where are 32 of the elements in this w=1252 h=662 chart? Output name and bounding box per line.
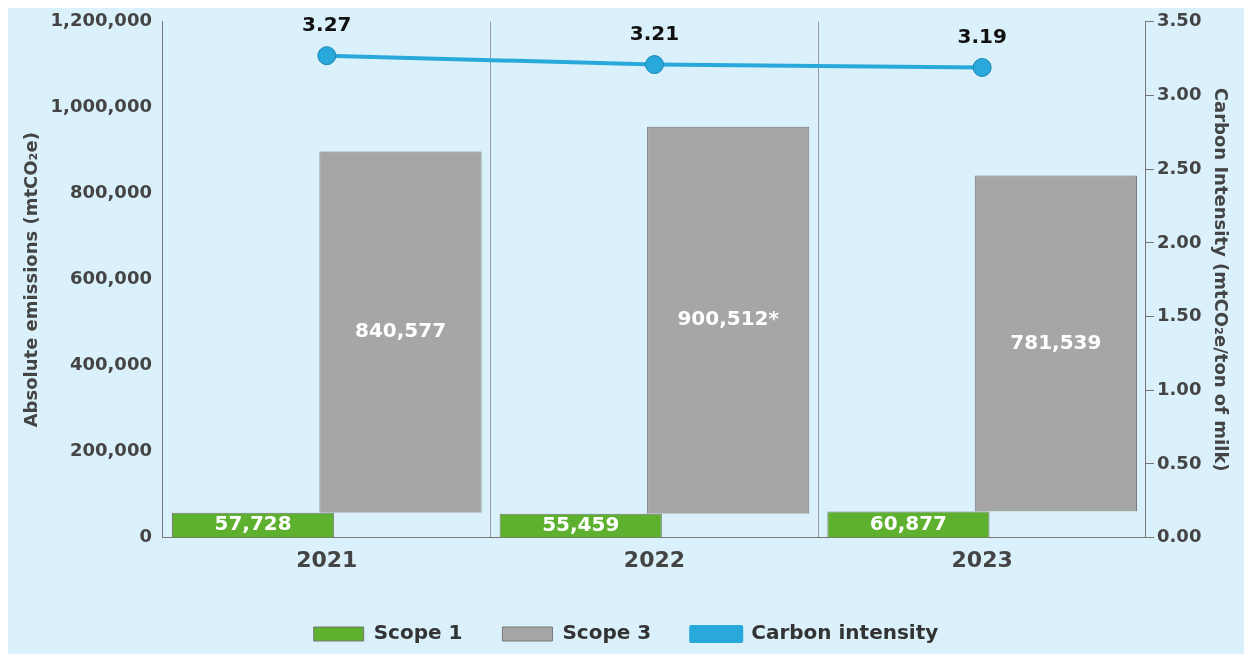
data-label: 57,728 xyxy=(214,511,292,536)
y2-tick-label: 0.00 xyxy=(1156,525,1202,547)
y2-tick-label: 3.00 xyxy=(1156,83,1202,105)
y2-tick-label: 3.50 xyxy=(1156,9,1202,31)
legend-label: Carbon intensity xyxy=(751,620,939,645)
legend-label: Scope 1 xyxy=(373,620,463,645)
y-tick-label: 800,000 xyxy=(69,181,152,203)
data-label: 3.21 xyxy=(629,20,680,45)
data-label: 900,512* xyxy=(677,306,780,331)
y-tick-label: 600,000 xyxy=(69,267,152,289)
data-label: 60,877 xyxy=(869,510,948,535)
y2-tick-label: 0.50 xyxy=(1156,451,1202,473)
y-axis-title: Absolute emissions (mtCO₂e) xyxy=(20,132,42,428)
y-tick-label: 400,000 xyxy=(69,353,152,375)
y-tick-label: 1,000,000 xyxy=(50,95,152,117)
legend-label: Scope 3 xyxy=(562,620,652,645)
x-tick-label: 2021 xyxy=(296,546,358,572)
y-tick-label: 0 xyxy=(139,525,152,547)
data-label: 840,577 xyxy=(354,318,447,343)
y-tick-label: 200,000 xyxy=(69,439,152,461)
y2-axis-title: Carbon Intensity (mtCO₂e/ton of milk) xyxy=(1210,87,1232,472)
y2-tick-label: 2.50 xyxy=(1156,156,1202,178)
y2-tick-label: 1.00 xyxy=(1156,377,1202,399)
y2-tick-label: 1.50 xyxy=(1156,304,1202,326)
y-tick-label: 1,200,000 xyxy=(50,9,152,31)
y2-tick-label: 2.00 xyxy=(1156,230,1202,252)
x-tick-label: 2023 xyxy=(951,546,1013,572)
data-label: 3.19 xyxy=(957,23,1007,48)
x-tick-label: 2022 xyxy=(623,546,686,572)
data-label: 781,539 xyxy=(1010,329,1102,354)
data-label: 55,459 xyxy=(542,511,620,536)
data-label: 3.27 xyxy=(302,11,352,36)
